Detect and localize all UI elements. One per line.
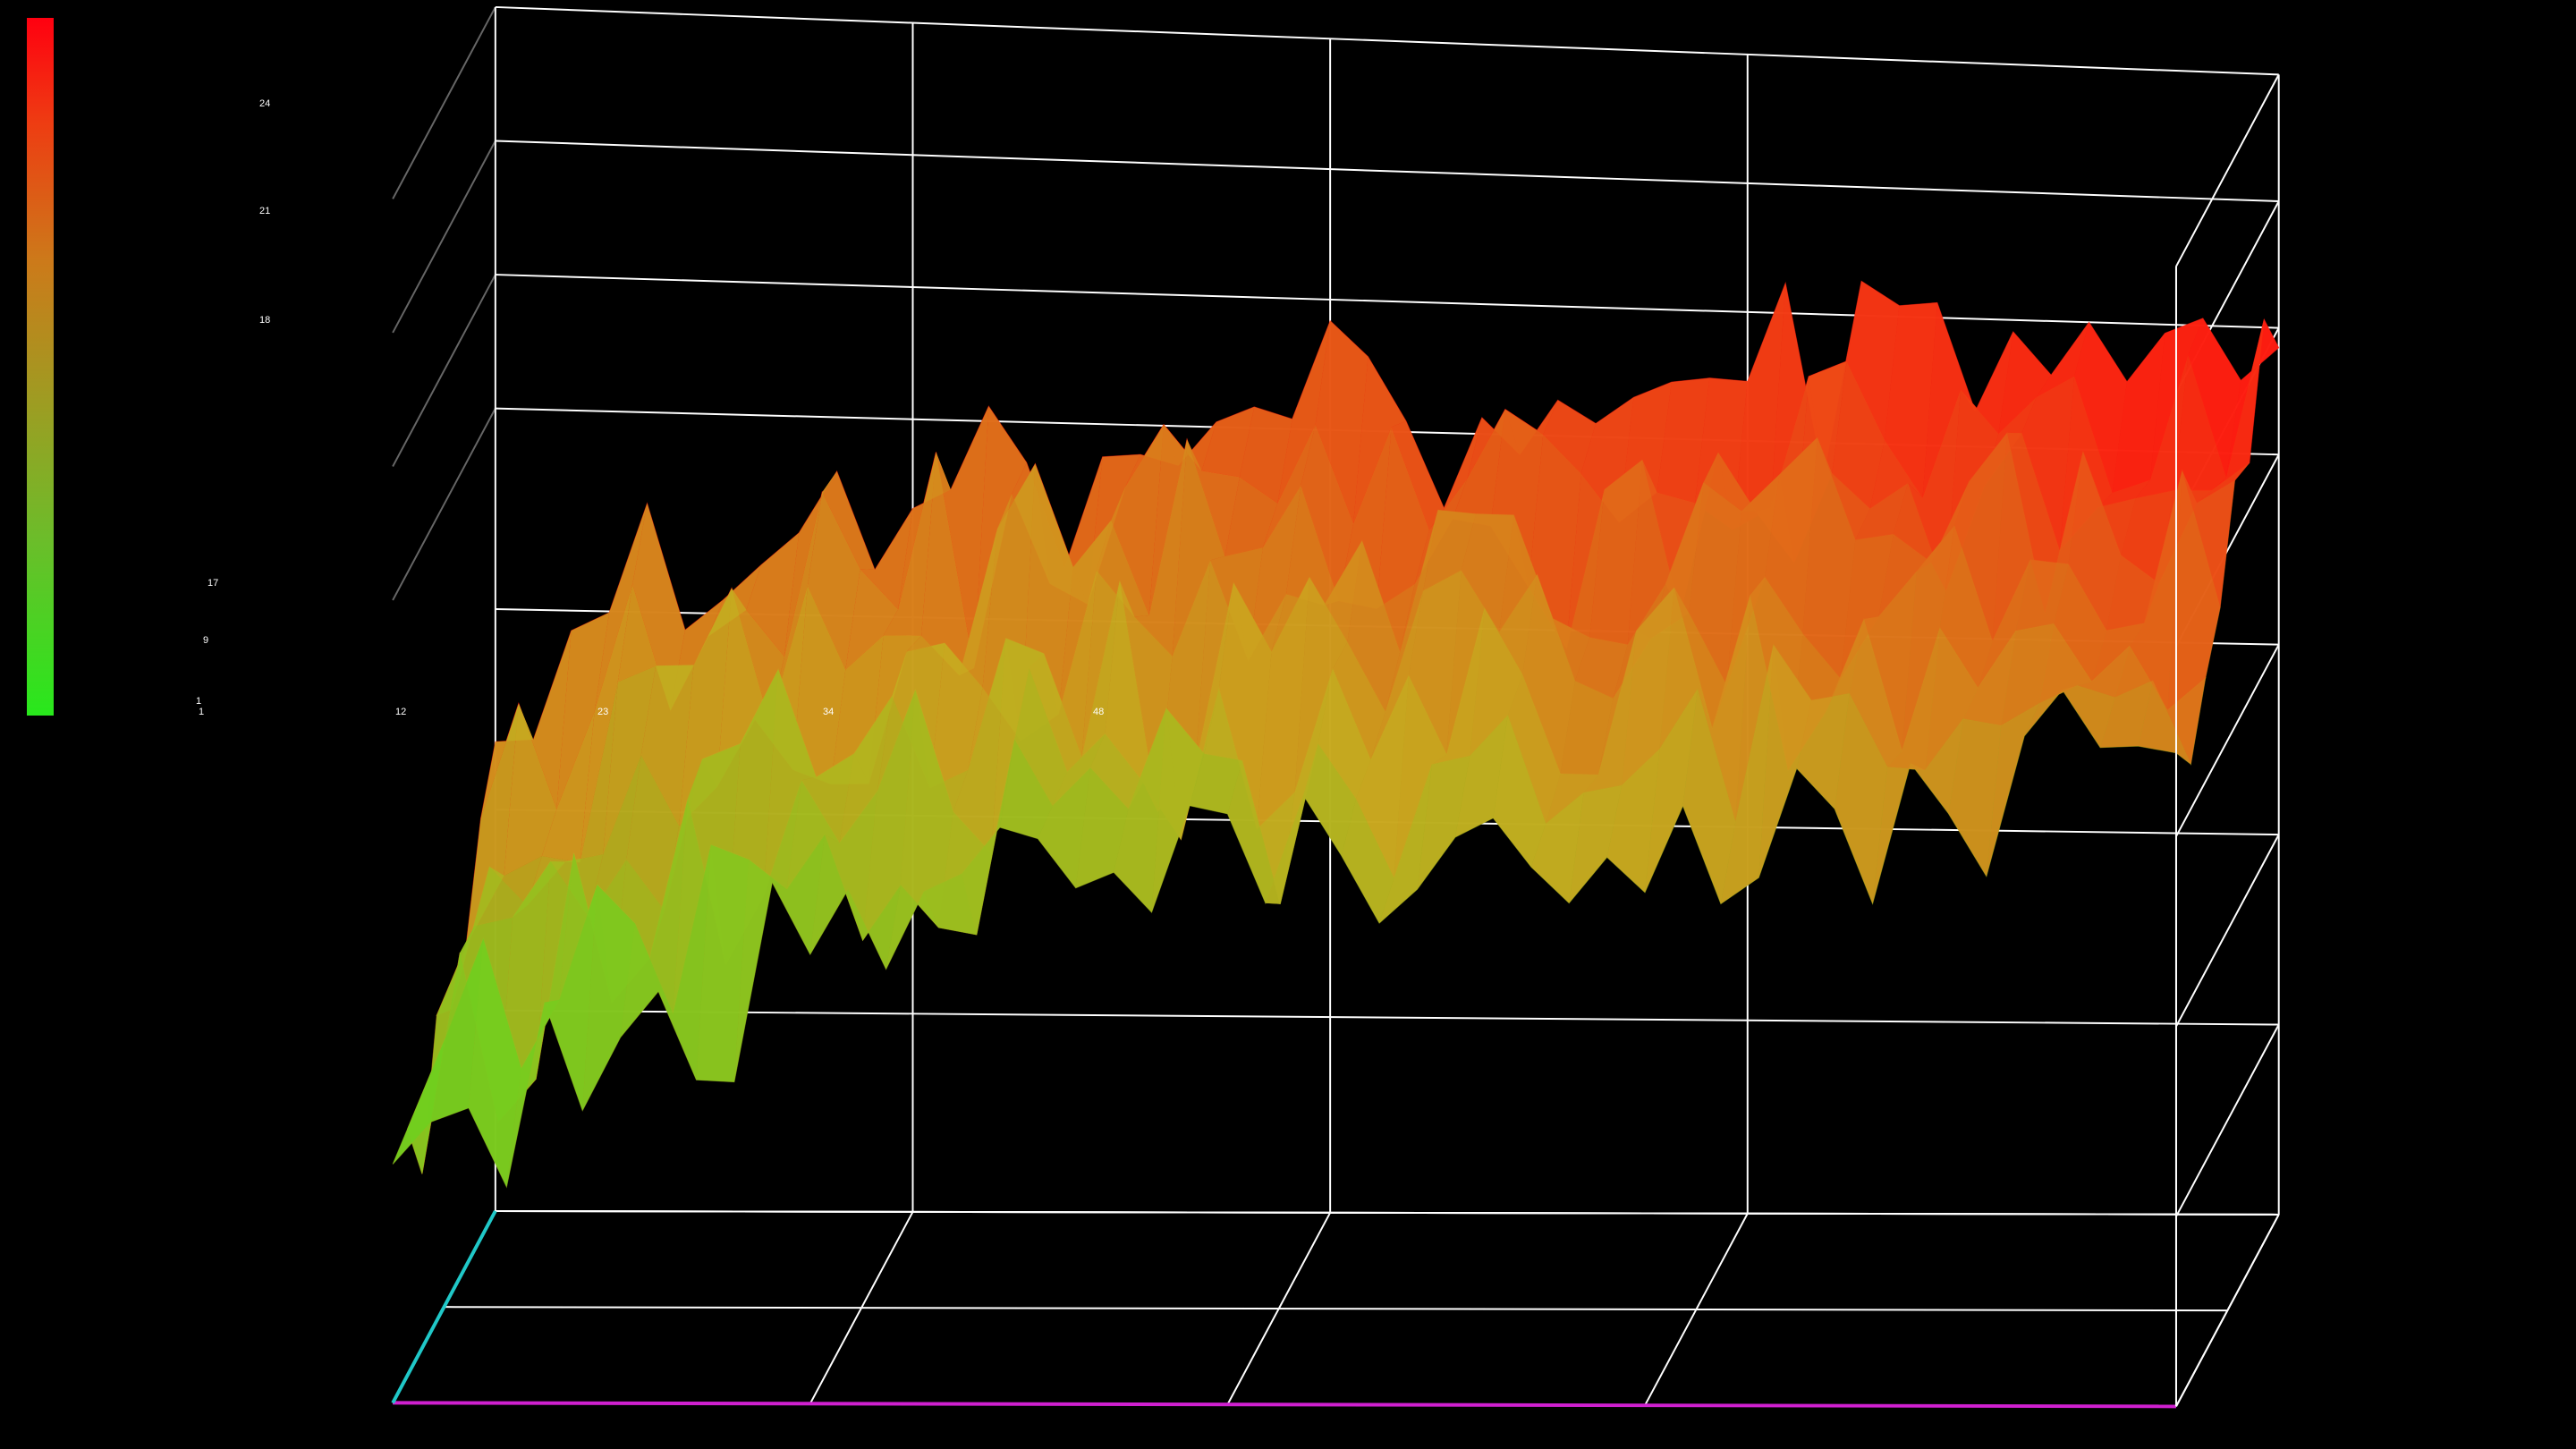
x-tick-label: 12 xyxy=(395,707,406,717)
x-tick-label: 23 xyxy=(597,707,608,717)
x-tick-label: 48 xyxy=(1093,707,1104,717)
y-tick-label: 1 xyxy=(196,696,201,707)
z-tick-label: 24 xyxy=(259,98,270,109)
surface-3d-plot[interactable] xyxy=(0,0,2576,1449)
x-tick-label: 1 xyxy=(199,707,204,717)
y-tick-label: 17 xyxy=(208,578,218,589)
z-tick-label: 21 xyxy=(259,206,270,216)
x-axis xyxy=(393,1402,2176,1406)
surface-shade xyxy=(393,281,2279,1187)
x-tick-label: 34 xyxy=(823,707,834,717)
z-tick-label: 18 xyxy=(259,315,270,326)
y-tick-label: 9 xyxy=(203,635,208,646)
